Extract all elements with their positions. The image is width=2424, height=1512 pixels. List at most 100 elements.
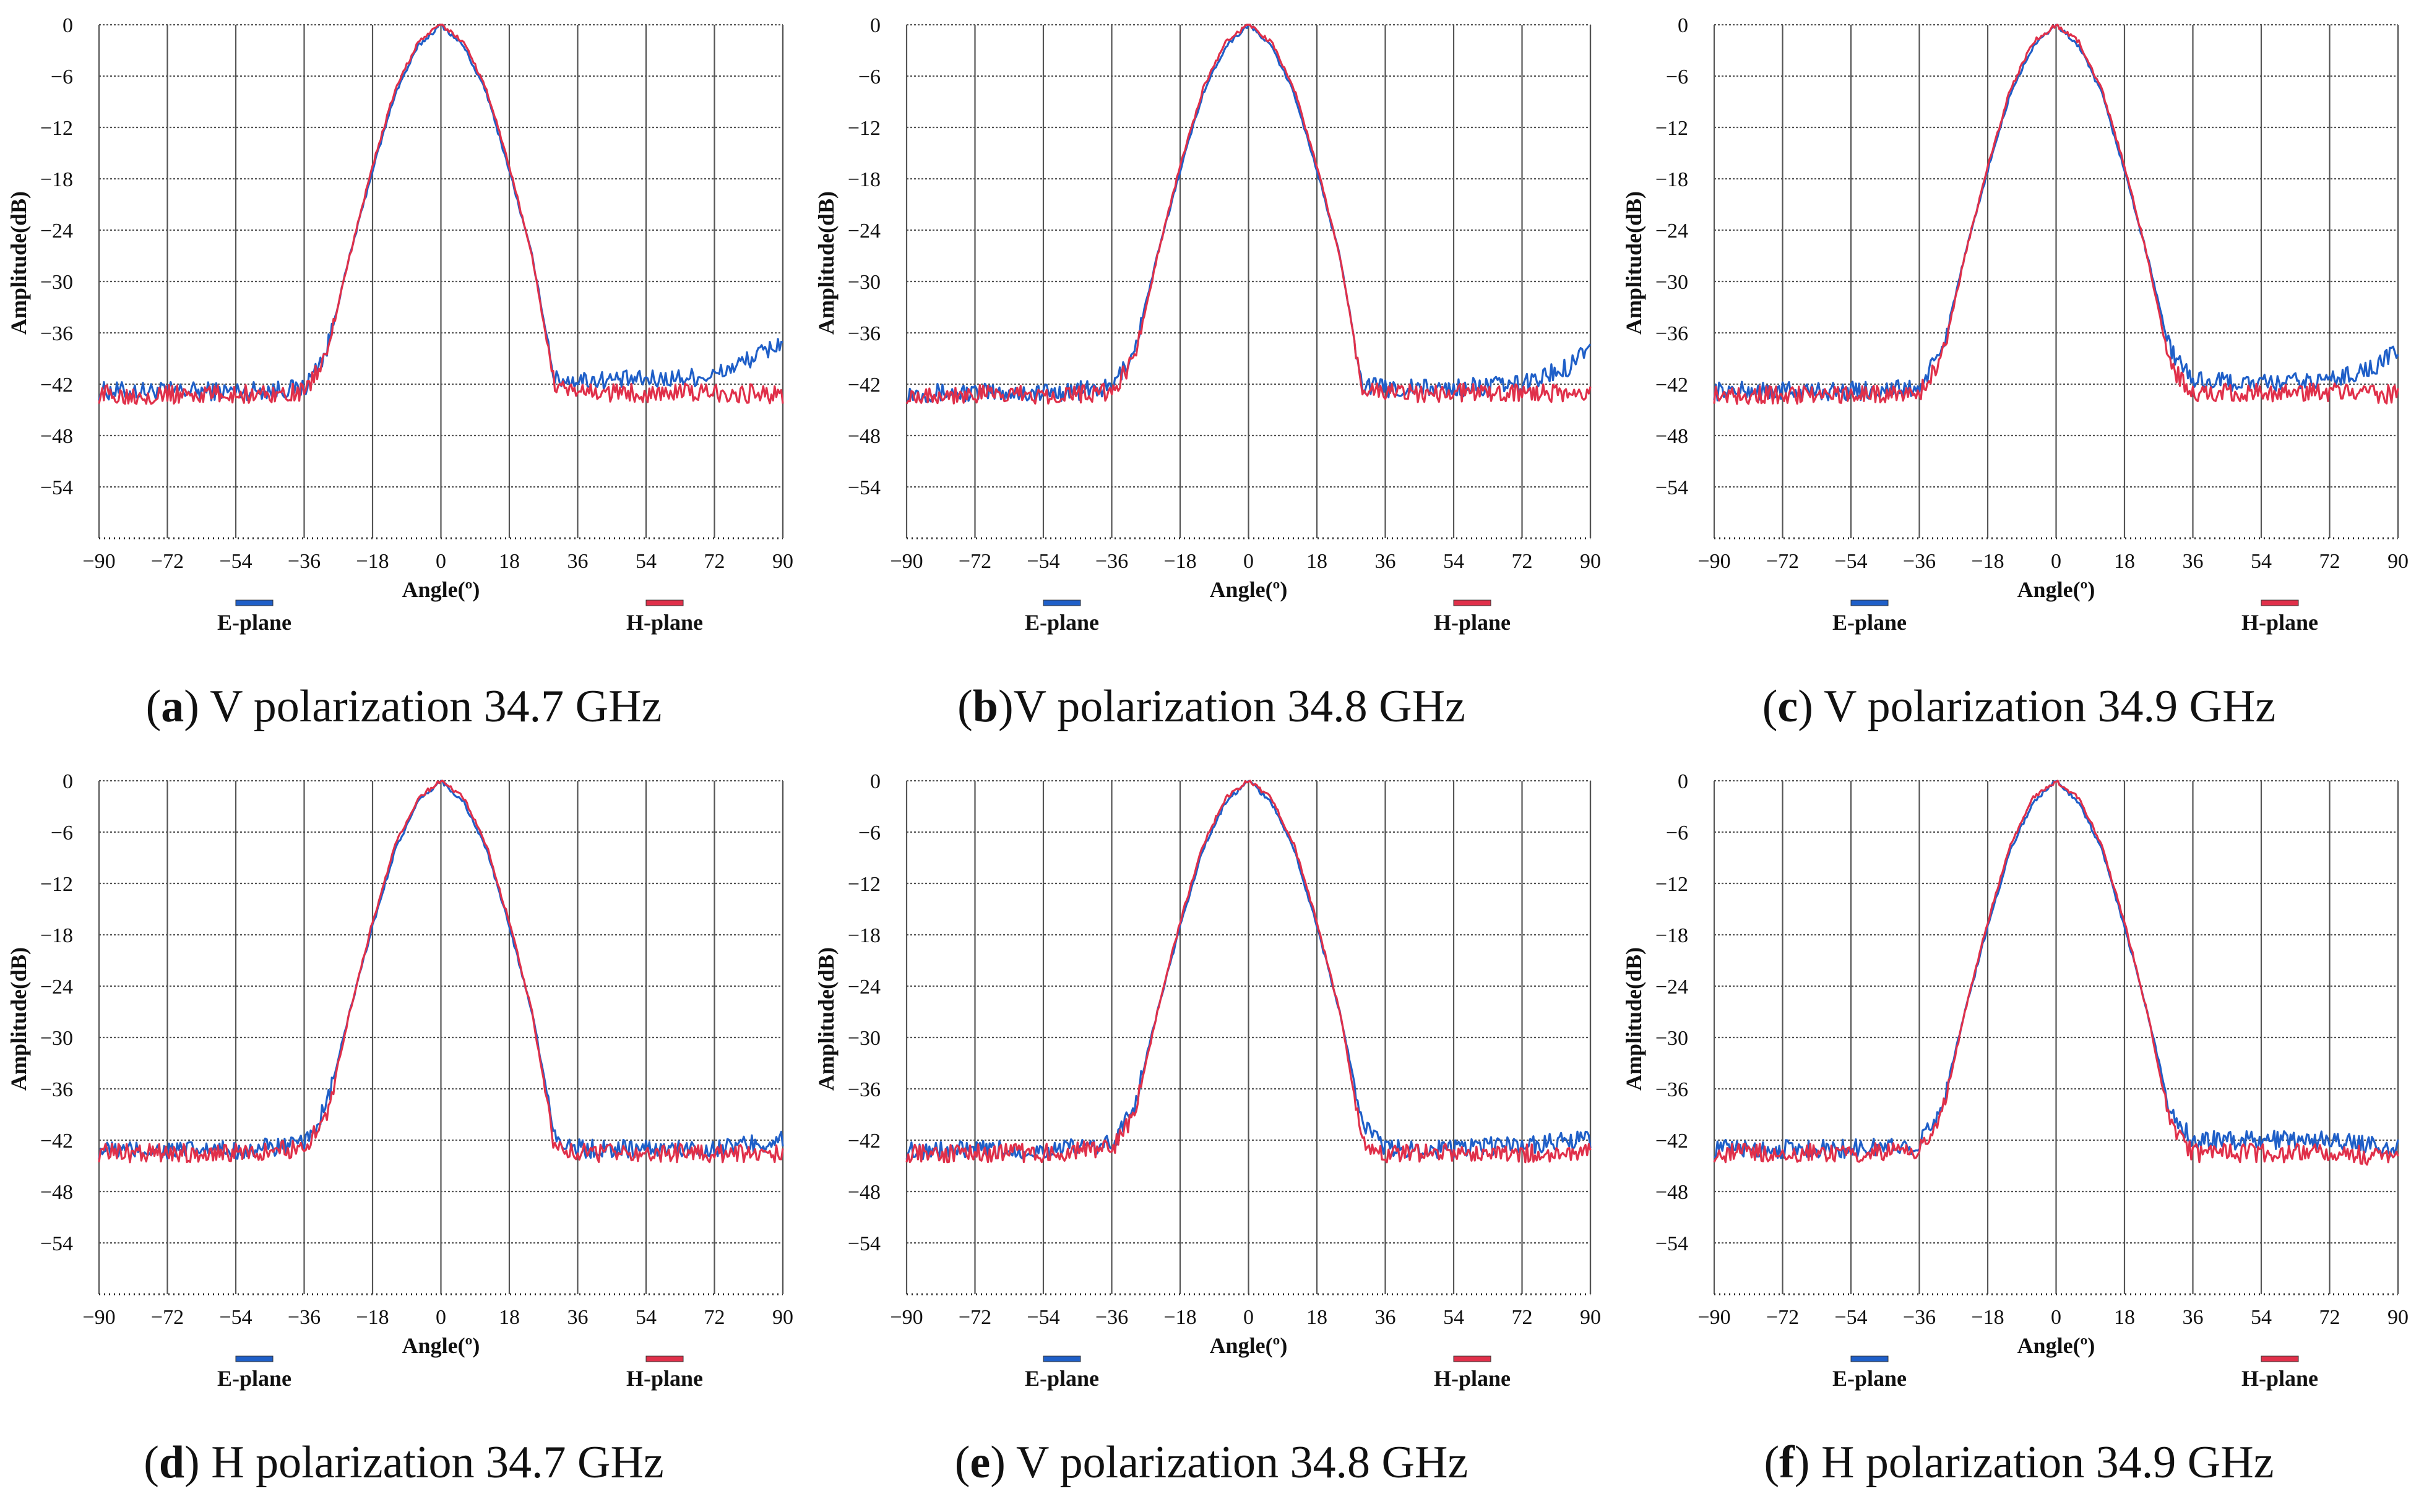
- y-tick-label: −24: [40, 220, 73, 243]
- x-tick-label: −18: [1971, 550, 2004, 573]
- legend-h-plane-swatch: [645, 1355, 684, 1362]
- y-tick-label: −6: [51, 66, 73, 88]
- x-tick-label: −72: [959, 550, 991, 573]
- y-tick-label: −48: [848, 425, 881, 448]
- x-tick-label: 54: [636, 1306, 657, 1329]
- y-tick-label: −30: [40, 1027, 73, 1050]
- y-tick-label: −24: [1655, 976, 1688, 999]
- x-tick-label: −54: [219, 1306, 252, 1329]
- x-axis-label: Angle(º): [402, 577, 480, 602]
- y-tick-label: −30: [1655, 1027, 1688, 1050]
- legend-h-plane-swatch: [645, 599, 684, 606]
- x-tick-label: −54: [1027, 550, 1059, 573]
- x-tick-label: 90: [2387, 550, 2409, 573]
- x-tick-label: 18: [2114, 1306, 2135, 1329]
- y-tick-label: −42: [1655, 374, 1688, 397]
- x-tick-label: 18: [499, 550, 520, 573]
- y-tick-label: −12: [1655, 873, 1688, 896]
- y-tick-label: −42: [40, 1130, 73, 1153]
- x-tick-label: −72: [1766, 1306, 1799, 1329]
- x-tick-label: 54: [636, 550, 657, 573]
- x-tick-label: 72: [2319, 1306, 2340, 1329]
- x-tick-label: 72: [1512, 1306, 1533, 1329]
- caption-c: (c) V polarization 34.9 GHz: [1762, 681, 2276, 732]
- panel-d: −90 −72 −54 −36 −18 0 18 36 54 72 90 0 −6 −12 −18 −24 −3…: [0, 756, 808, 1512]
- caption-f: (f) H polarization 34.9 GHz: [1764, 1437, 2274, 1488]
- x-tick-label: −18: [1163, 1306, 1196, 1329]
- x-tick-label: 90: [2387, 1306, 2409, 1329]
- x-tick-label: 72: [2319, 550, 2340, 573]
- series-h-plane-line: [98, 24, 784, 405]
- x-tick-label: −72: [151, 550, 184, 573]
- x-tick-label: −36: [288, 550, 321, 573]
- y-tick-label: 0: [870, 14, 881, 37]
- x-tick-label: −18: [1163, 550, 1196, 573]
- legend-h-plane-swatch: [2261, 599, 2299, 606]
- x-tick-label: −18: [356, 550, 389, 573]
- x-tick-label: 36: [1375, 550, 1396, 573]
- y-tick-label: −42: [1655, 1130, 1688, 1153]
- y-tick-label: −54: [848, 1232, 881, 1255]
- legend-e-plane-label: E-plane: [217, 610, 291, 635]
- panel-e: −90 −72 −54 −36 −18 0 18 36 54 72 90 0 −6 −12 −18 −24 −3…: [808, 756, 1615, 1512]
- y-tick-label: −48: [40, 1181, 73, 1204]
- x-tick-label: −72: [151, 1306, 184, 1329]
- panel-b: −90 −72 −54 −36 −18 0 18 36 54 72 90 0 −6 −12 −18 −24 −3…: [808, 0, 1615, 756]
- grid: [905, 780, 1592, 1295]
- x-tick-label: 18: [499, 1306, 520, 1329]
- y-tick-label: −54: [40, 1232, 73, 1255]
- x-tick-label: −90: [890, 550, 923, 573]
- legend-h-plane-label: H-plane: [2241, 1366, 2318, 1391]
- y-tick-label: −6: [1666, 822, 1688, 844]
- legend-h-plane-label: H-plane: [1434, 610, 1511, 635]
- legend-h-plane-label: H-plane: [626, 1366, 703, 1391]
- y-tick-label: −30: [1655, 271, 1688, 294]
- x-tick-label: 36: [567, 1306, 589, 1329]
- y-tick-label: −36: [1655, 322, 1688, 345]
- x-tick-label: −54: [1027, 1306, 1059, 1329]
- y-tick-label: −24: [1655, 220, 1688, 243]
- y-tick-label: −48: [848, 1181, 881, 1204]
- panel-c: −90 −72 −54 −36 −18 0 18 36 54 72 90 0 −6 −12 −18 −24 −3…: [1615, 0, 2423, 756]
- y-axis-label: Amplitude(dB): [6, 191, 31, 335]
- grid: [98, 24, 784, 539]
- x-tick-label: 0: [1243, 550, 1254, 573]
- y-tick-label: −48: [40, 425, 73, 448]
- y-tick-label: −36: [848, 322, 881, 345]
- x-tick-label: 90: [772, 550, 793, 573]
- legend-e-plane-label: E-plane: [1025, 610, 1099, 635]
- series-h-plane-line: [905, 24, 1592, 405]
- legend-e-plane-label: E-plane: [1832, 1366, 1907, 1391]
- y-tick-label: 0: [63, 14, 73, 37]
- x-tick-label: 90: [1580, 1306, 1601, 1329]
- series-h-plane-line: [1713, 24, 2399, 405]
- x-tick-label: −54: [219, 550, 252, 573]
- chart-b: −90 −72 −54 −36 −18 0 18 36 54 72 90 0 −6 −12 −18 −24 −3…: [814, 14, 1601, 635]
- x-tick-label: −90: [82, 1306, 115, 1329]
- y-tick-label: −42: [848, 1130, 881, 1153]
- y-tick-label: −54: [1655, 476, 1688, 499]
- x-tick-label: −90: [1697, 1306, 1730, 1329]
- x-tick-label: 54: [2251, 1306, 2272, 1329]
- x-tick-label: 72: [704, 1306, 725, 1329]
- x-tick-label: 0: [1243, 1306, 1254, 1329]
- x-axis-label: Angle(º): [1210, 577, 1288, 602]
- x-tick-label: 36: [1375, 1306, 1396, 1329]
- x-tick-label: −18: [1971, 1306, 2004, 1329]
- x-tick-label: −72: [959, 1306, 991, 1329]
- grid: [1713, 24, 2399, 539]
- x-tick-label: 54: [2251, 550, 2272, 573]
- legend-h-plane-label: H-plane: [1434, 1366, 1511, 1391]
- x-tick-label: 18: [1306, 550, 1327, 573]
- legend-h-plane-label: H-plane: [2241, 610, 2318, 635]
- x-tick-label: 18: [2114, 550, 2135, 573]
- y-tick-label: −30: [848, 271, 881, 294]
- y-tick-label: −18: [848, 924, 881, 947]
- x-tick-label: 36: [2183, 1306, 2204, 1329]
- x-tick-label: 72: [704, 550, 725, 573]
- y-tick-label: −36: [40, 322, 73, 345]
- legend-h-plane-swatch: [1453, 599, 1491, 606]
- y-tick-label: −12: [848, 117, 881, 140]
- chart-f: −90 −72 −54 −36 −18 0 18 36 54 72 90 0 −6 −12 −18 −24 −3…: [1621, 770, 2409, 1391]
- y-axis-label: Amplitude(dB): [1621, 947, 1646, 1091]
